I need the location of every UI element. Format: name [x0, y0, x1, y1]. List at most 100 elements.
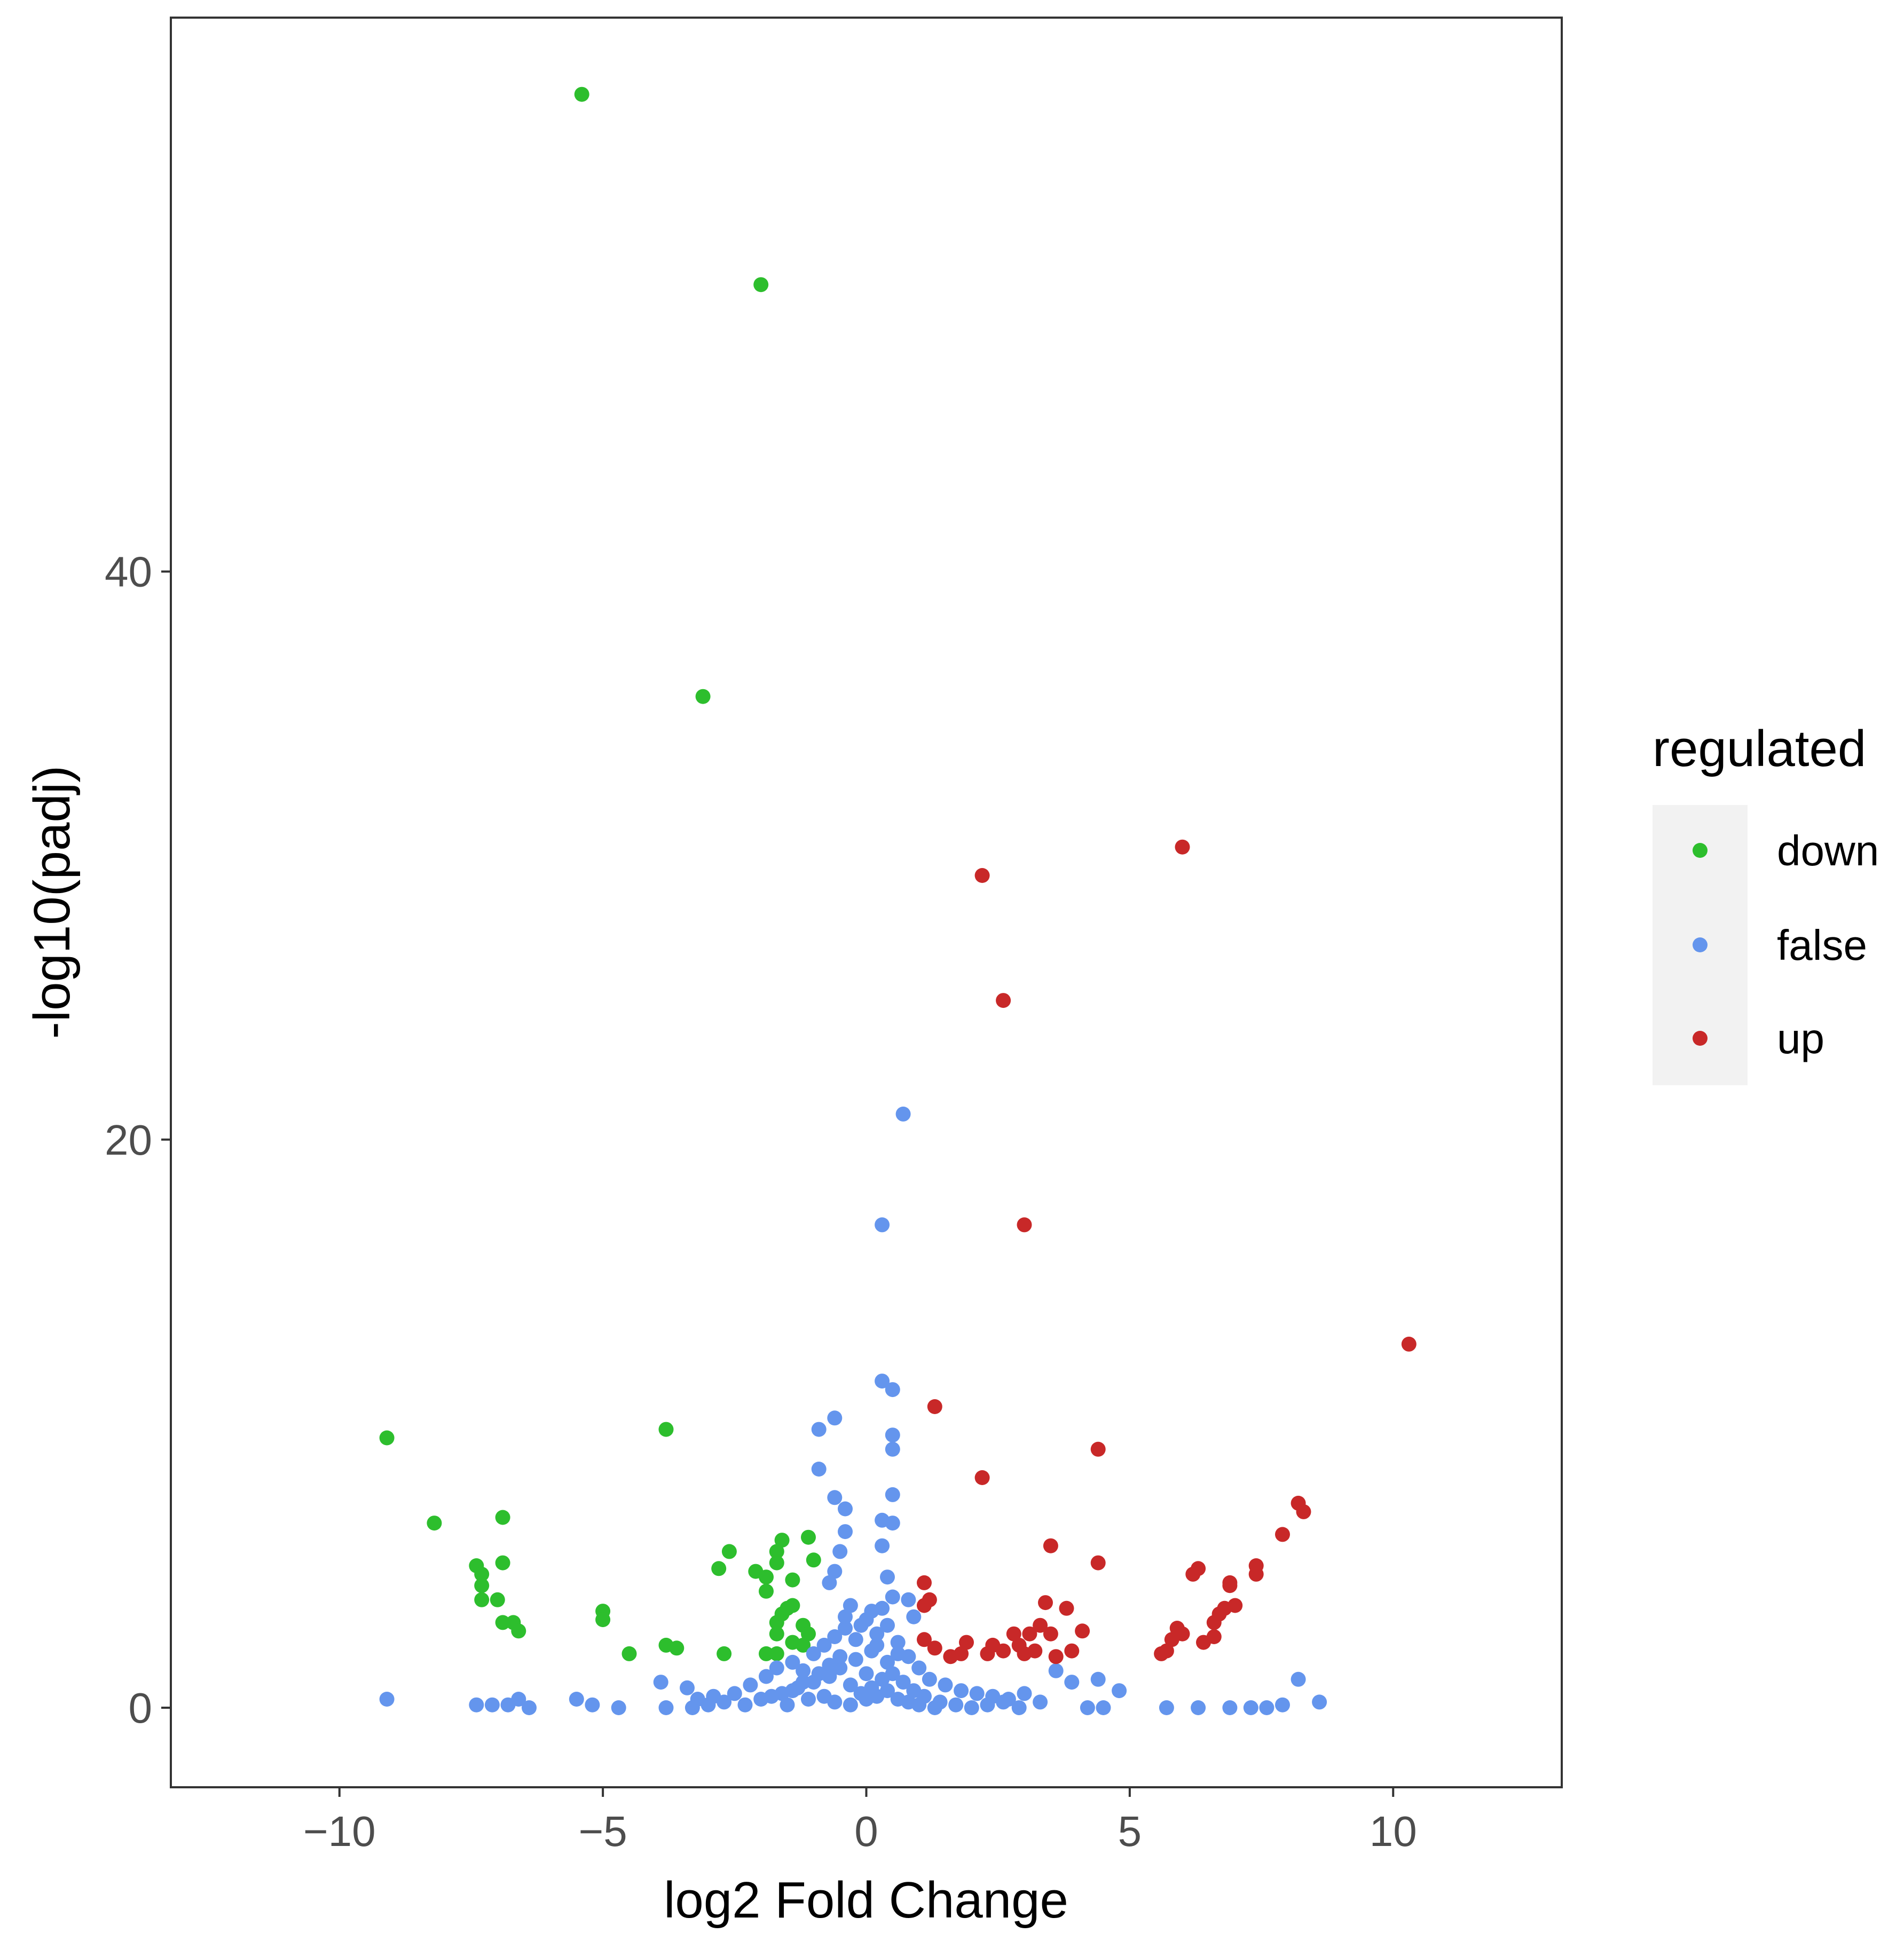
point-down — [511, 1623, 526, 1639]
point-false — [1096, 1700, 1111, 1715]
point-false — [1243, 1700, 1258, 1715]
legend: regulated down false up — [1653, 720, 1879, 1085]
point-false — [885, 1516, 900, 1531]
point-false — [869, 1637, 885, 1653]
point-false — [838, 1524, 853, 1540]
y-tick-label: 0 — [129, 1684, 153, 1732]
point-false — [827, 1694, 843, 1710]
point-up — [1206, 1615, 1222, 1630]
point-false — [743, 1677, 758, 1693]
point-false — [875, 1374, 890, 1389]
point-false — [843, 1677, 858, 1693]
point-false — [737, 1697, 753, 1713]
point-false — [379, 1692, 395, 1707]
point-false — [880, 1569, 895, 1585]
point-false — [895, 1675, 911, 1690]
point-false — [801, 1692, 816, 1707]
point-up — [1064, 1643, 1080, 1659]
point-false — [832, 1649, 848, 1664]
point-false — [769, 1660, 784, 1676]
point-false — [969, 1686, 985, 1701]
point-false — [1011, 1700, 1027, 1715]
point-false — [1090, 1671, 1106, 1687]
point-false — [890, 1635, 906, 1650]
point-false — [927, 1700, 942, 1715]
point-false — [922, 1671, 937, 1687]
point-false — [822, 1575, 837, 1590]
point-down — [574, 86, 589, 102]
point-false — [948, 1697, 964, 1713]
x-tick-label: 10 — [1370, 1808, 1417, 1855]
series-down — [379, 86, 821, 1661]
point-down — [785, 1572, 800, 1588]
point-down — [495, 1615, 510, 1630]
legend-label-down: down — [1777, 827, 1879, 874]
point-up — [1175, 839, 1190, 855]
point-false — [843, 1598, 858, 1613]
point-false — [875, 1217, 890, 1233]
point-false — [827, 1410, 843, 1426]
point-up — [974, 1470, 990, 1485]
point-false — [1017, 1686, 1032, 1701]
point-down — [474, 1566, 490, 1582]
point-false — [885, 1382, 900, 1398]
point-down — [806, 1552, 821, 1568]
point-false — [859, 1666, 874, 1682]
point-up — [927, 1399, 942, 1414]
point-false — [827, 1629, 843, 1644]
point-false — [811, 1422, 827, 1437]
point-false — [895, 1106, 911, 1122]
point-down — [474, 1578, 490, 1593]
legend-label-false: false — [1777, 921, 1867, 969]
point-up — [917, 1632, 932, 1647]
point-false — [1291, 1671, 1306, 1687]
point-up — [959, 1635, 974, 1650]
point-false — [1048, 1663, 1064, 1678]
point-up — [1248, 1566, 1264, 1582]
x-tick-label: −5 — [579, 1808, 627, 1855]
points-layer — [379, 86, 1417, 1715]
point-false — [822, 1658, 837, 1673]
point-false — [1159, 1700, 1174, 1715]
point-up — [1038, 1595, 1053, 1611]
point-up — [1222, 1578, 1238, 1593]
point-false — [848, 1632, 863, 1647]
point-false — [880, 1683, 895, 1699]
point-up — [974, 868, 990, 883]
point-down — [427, 1516, 442, 1531]
legend-key-false — [1693, 937, 1708, 952]
point-false — [764, 1688, 779, 1704]
point-false — [890, 1646, 906, 1661]
point-false — [469, 1697, 484, 1713]
point-down — [801, 1626, 816, 1642]
point-false — [885, 1427, 900, 1443]
legend-title: regulated — [1653, 720, 1866, 777]
point-false — [1222, 1700, 1238, 1715]
point-false — [811, 1666, 827, 1682]
point-false — [880, 1618, 895, 1633]
point-up — [1075, 1623, 1090, 1639]
point-down — [774, 1533, 790, 1548]
point-up — [1401, 1336, 1417, 1352]
point-false — [938, 1677, 953, 1693]
point-up — [1059, 1600, 1074, 1616]
point-up — [927, 1640, 942, 1656]
point-up — [985, 1637, 1001, 1653]
point-up — [1033, 1618, 1048, 1633]
point-up — [1159, 1643, 1174, 1659]
point-false — [838, 1621, 853, 1636]
point-false — [611, 1700, 626, 1715]
point-false — [880, 1654, 895, 1670]
point-false — [843, 1697, 858, 1713]
point-false — [911, 1697, 927, 1713]
point-false — [901, 1592, 916, 1607]
point-false — [869, 1626, 885, 1642]
point-false — [964, 1700, 979, 1715]
point-false — [1033, 1694, 1048, 1710]
series-false — [379, 1106, 1327, 1715]
point-false — [653, 1675, 668, 1690]
point-down — [785, 1598, 800, 1613]
point-false — [685, 1700, 700, 1715]
point-up — [1006, 1626, 1021, 1642]
